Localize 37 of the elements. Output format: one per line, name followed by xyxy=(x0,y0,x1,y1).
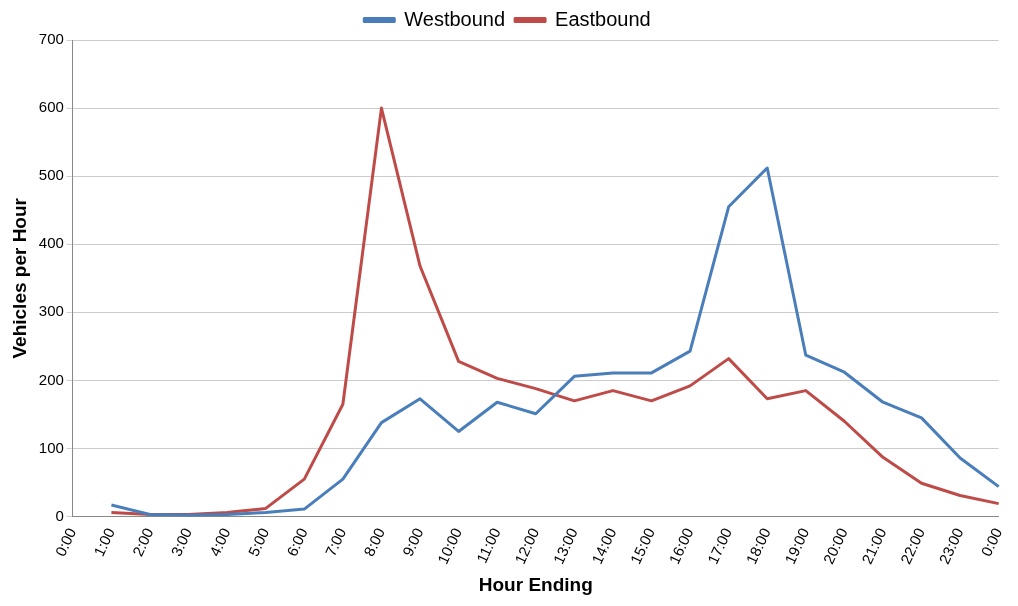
x-tick-label: 16:00 xyxy=(665,525,697,567)
x-tick-label: 23:00 xyxy=(935,525,967,567)
x-tick-label: 6:00 xyxy=(283,525,311,559)
x-axis-title: Hour Ending xyxy=(478,573,593,595)
y-tick-label: 200 xyxy=(38,370,64,388)
legend-label: Eastbound xyxy=(555,7,651,30)
x-tick-label: 19:00 xyxy=(781,525,813,567)
x-tick-label: 3:00 xyxy=(167,525,196,559)
y-tick-label: 0 xyxy=(55,506,64,524)
x-tick-label: 15:00 xyxy=(626,525,658,567)
x-tick-label: 18:00 xyxy=(742,525,774,567)
y-axis-title: Vehicles per Hour xyxy=(8,197,30,359)
x-tick-label: 9:00 xyxy=(398,525,427,559)
y-tick-label: 500 xyxy=(38,166,64,184)
x-tick-label: 21:00 xyxy=(858,525,890,567)
x-tick-label: 4:00 xyxy=(205,525,234,559)
x-tick-label: 22:00 xyxy=(896,525,928,567)
x-tick-label: 14:00 xyxy=(588,525,620,567)
y-tick-label: 400 xyxy=(38,234,64,252)
x-tick-label: 2:00 xyxy=(128,525,157,559)
x-tick-label: 12:00 xyxy=(510,525,543,567)
x-tick-label: 7:00 xyxy=(321,525,350,559)
y-tick-label: 100 xyxy=(38,438,64,456)
x-tick-label: 8:00 xyxy=(360,525,388,559)
y-tick-label: 700 xyxy=(38,30,64,48)
x-tick-label: 17:00 xyxy=(703,525,736,567)
x-tick-label: 5:00 xyxy=(244,525,273,559)
x-tick-label: 1:00 xyxy=(90,525,118,559)
x-tick-label: 0:00 xyxy=(51,525,80,559)
x-tick-label: 10:00 xyxy=(433,525,466,567)
x-tick-label: 11:00 xyxy=(472,525,504,566)
x-tick-label: 20:00 xyxy=(819,525,851,567)
y-tick-label: 300 xyxy=(38,302,64,320)
legend-label: Westbound xyxy=(404,7,506,30)
x-tick-label: 0:00 xyxy=(977,525,1006,559)
y-tick-label: 600 xyxy=(38,98,64,116)
x-tick-label: 13:00 xyxy=(549,525,581,567)
